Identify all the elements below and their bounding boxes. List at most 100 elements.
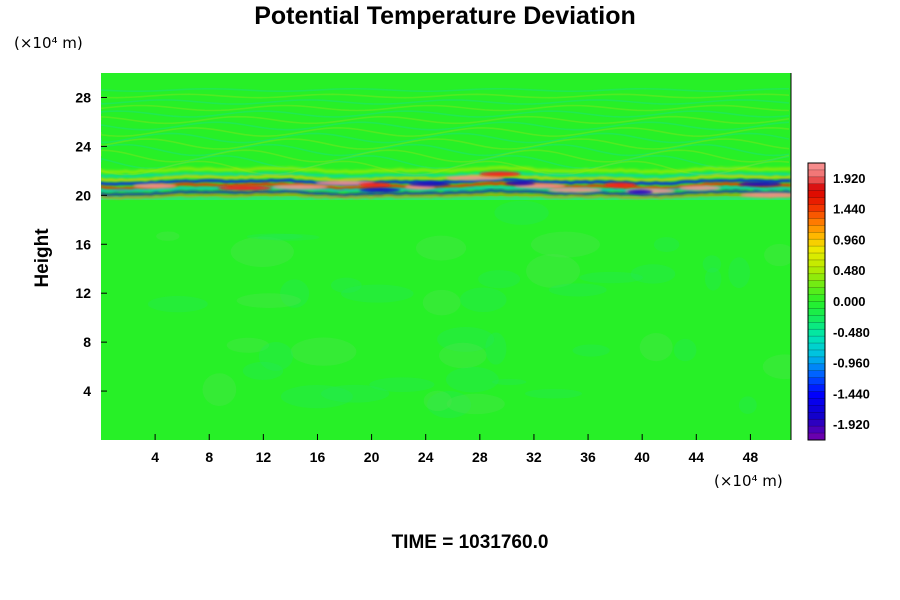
colorbar-band <box>808 190 825 198</box>
colorbar-band <box>808 391 825 399</box>
colorbar-band <box>808 363 825 372</box>
colorbar-band <box>808 322 825 330</box>
field-patch <box>340 284 414 303</box>
x-tick-label: 16 <box>310 449 326 465</box>
y-tick-label: 12 <box>75 285 91 301</box>
field-patch <box>702 255 722 273</box>
colorbar-band <box>808 280 825 288</box>
colorbar-band <box>808 246 825 254</box>
field-patch <box>526 254 581 288</box>
colorbar-band <box>808 412 825 420</box>
y-tick-label: 20 <box>75 187 91 203</box>
x-tick-label: 8 <box>205 449 213 465</box>
field-patch <box>459 287 507 313</box>
field-patch <box>446 393 505 415</box>
field-wave <box>101 132 790 144</box>
time-label: TIME = 1031760.0 <box>391 532 549 553</box>
field-wave <box>101 121 790 131</box>
x-axis-unit: (×10⁴ m) <box>714 472 783 490</box>
colorbar-band <box>808 370 825 378</box>
x-tick-label: 36 <box>580 449 596 465</box>
field-stratum <box>101 173 791 183</box>
colorbar-band <box>808 419 825 427</box>
colorbar-band <box>808 405 825 413</box>
field-patch <box>630 264 676 284</box>
colorbar-band <box>808 183 825 191</box>
colorbar-band <box>808 329 825 337</box>
colorbar-band <box>808 377 825 385</box>
colorbar-band <box>808 204 825 212</box>
colorbar-band <box>808 426 825 434</box>
field-patch <box>639 333 673 362</box>
field-stratum <box>101 171 791 179</box>
field-patch <box>202 373 237 406</box>
y-tick-label: 8 <box>83 334 91 350</box>
field-wave <box>101 87 790 93</box>
field-stratum <box>101 178 791 186</box>
colorbar-label: 1.920 <box>833 171 866 186</box>
field-patch <box>524 388 582 399</box>
field-patch <box>485 332 507 365</box>
colorbar-band <box>808 301 825 309</box>
colorbar-labels: 1.920 1.440 0.960 0.480 0.000 -0.480 -0.960 -1.… <box>833 171 870 432</box>
field-patch <box>673 338 697 362</box>
colorbar-band <box>808 253 825 261</box>
colorbar <box>807 162 826 441</box>
field-stratum <box>101 165 791 174</box>
colorbar-band <box>808 225 825 233</box>
field-hotspot <box>740 192 791 198</box>
colorbar-band <box>808 336 825 344</box>
field-patch <box>427 391 472 419</box>
field-patch <box>762 354 791 380</box>
field-wave <box>101 154 790 170</box>
x-tick-label: 40 <box>634 449 650 465</box>
field-patch <box>728 257 751 289</box>
field-coldspot <box>627 189 653 195</box>
colorbar-band <box>808 176 825 185</box>
field-stratum <box>101 181 791 191</box>
field-stratum <box>101 189 791 197</box>
colorbar-band <box>808 433 825 441</box>
field-coldspot <box>738 181 782 187</box>
field-patch <box>491 378 527 386</box>
field-patch <box>230 236 294 267</box>
field-patch <box>572 344 610 357</box>
field-patch <box>423 390 452 412</box>
temperature-field <box>101 87 791 419</box>
field-patch <box>653 237 680 252</box>
field-patch <box>704 267 722 291</box>
field-patch <box>494 200 549 225</box>
field-patch <box>226 337 270 353</box>
colorbar-band <box>808 197 825 205</box>
colorbar-label: -0.480 <box>833 325 870 340</box>
field-wave <box>101 99 790 105</box>
field-wave <box>101 115 790 125</box>
colorbar-label: 0.480 <box>833 263 866 278</box>
field-patch <box>478 270 521 289</box>
field-patch <box>290 337 357 366</box>
colorbar-band <box>808 294 825 302</box>
field-wave <box>101 93 790 99</box>
field-patch <box>236 293 301 308</box>
colorbar-band <box>808 232 825 240</box>
colorbar-band <box>808 169 825 178</box>
field-patch <box>439 342 487 369</box>
y-tick-label: 24 <box>75 138 91 154</box>
colorbar-band <box>808 315 825 323</box>
field-hotspot <box>133 183 177 189</box>
field-patch <box>242 361 284 380</box>
x-tick-label: 48 <box>743 449 759 465</box>
field-patch <box>280 384 353 409</box>
colorbar-band <box>808 343 825 351</box>
colorbar-band <box>808 273 825 282</box>
colorbar-frame <box>807 162 826 441</box>
field-patch <box>330 277 362 293</box>
colorbar-band <box>808 356 825 365</box>
field-patch <box>246 233 303 240</box>
y-tick-label: 4 <box>83 383 91 399</box>
x-axis-ticks: 4 8 12 16 20 24 28 32 36 40 44 48 <box>151 434 758 465</box>
colorbar-label: -1.440 <box>833 386 870 401</box>
y-axis-unit: (×10⁴ m) <box>14 34 83 52</box>
colorbar-band <box>808 266 825 275</box>
